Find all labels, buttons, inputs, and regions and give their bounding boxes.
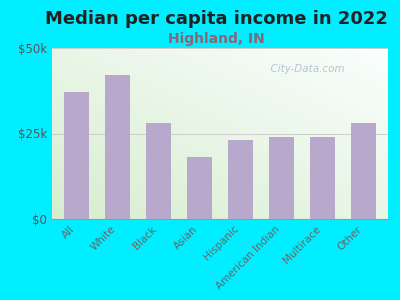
Text: Median per capita income in 2022: Median per capita income in 2022 [44,11,388,28]
Bar [269,137,294,219]
Bar [64,92,89,219]
Bar [105,75,130,219]
Bar [187,158,212,219]
Bar [310,137,335,219]
Text: Highland, IN: Highland, IN [168,32,264,46]
Text: City-Data.com: City-Data.com [264,64,344,74]
Bar [351,123,376,219]
Bar [146,123,171,219]
Bar [228,140,253,219]
